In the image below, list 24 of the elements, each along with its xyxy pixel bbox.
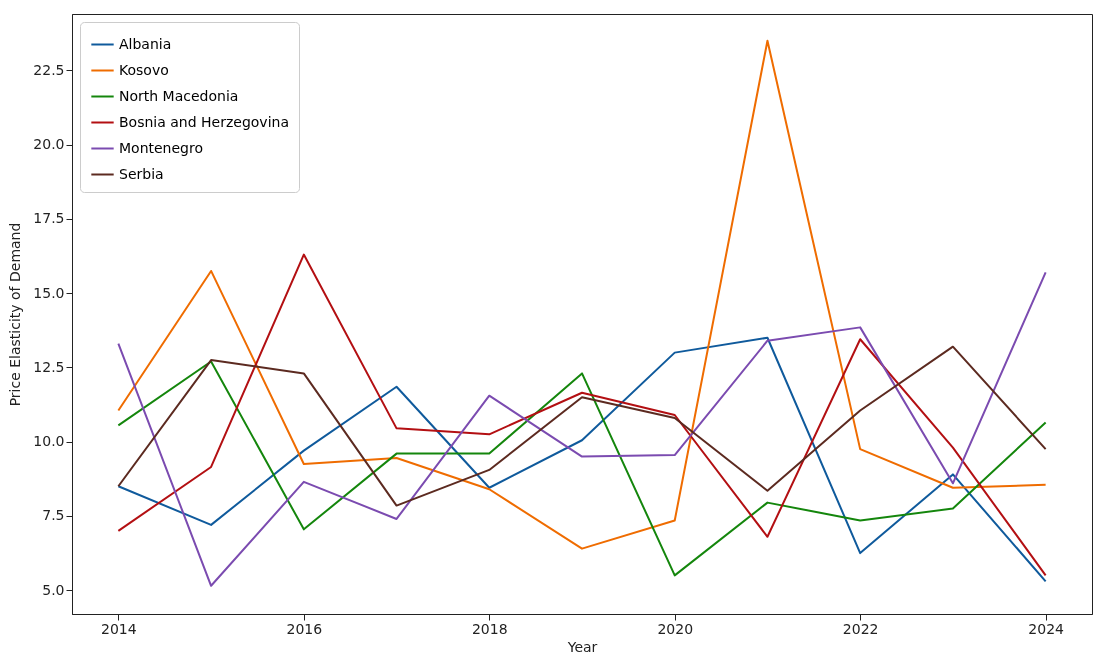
y-axis-title: Price Elasticity of Demand xyxy=(7,222,24,407)
line-series xyxy=(117,345,1047,507)
y-tick-label: 17.5 xyxy=(33,210,65,227)
x-tick-label: 2016 xyxy=(286,620,323,637)
y-tick-label: 7.5 xyxy=(42,507,65,524)
legend-label: Serbia xyxy=(119,165,164,182)
y-tick-label: 12.5 xyxy=(33,358,65,375)
y-tick-label: 15.0 xyxy=(33,284,65,301)
x-tick-label: 2014 xyxy=(101,620,137,637)
y-tick-label: 5.0 xyxy=(42,581,65,598)
legend-label: North Macedonia xyxy=(119,87,239,104)
legend-label: Montenegro xyxy=(119,139,204,156)
x-tick-label: 2022 xyxy=(842,620,879,637)
x-tick-label: 2024 xyxy=(1028,620,1065,637)
y-tick-label: 22.5 xyxy=(33,61,65,78)
x-axis-title: Year xyxy=(566,638,598,655)
legend-label: Albania xyxy=(119,35,172,52)
y-tick-label: 20.0 xyxy=(33,136,65,153)
line-series xyxy=(117,39,1047,550)
y-tick-label: 10.0 xyxy=(33,433,65,450)
x-tick-label: 2018 xyxy=(471,620,508,637)
legend-label: Kosovo xyxy=(119,61,169,78)
x-tick-label: 2020 xyxy=(657,620,694,637)
legend-label: Bosnia and Herzegovina xyxy=(119,113,289,130)
